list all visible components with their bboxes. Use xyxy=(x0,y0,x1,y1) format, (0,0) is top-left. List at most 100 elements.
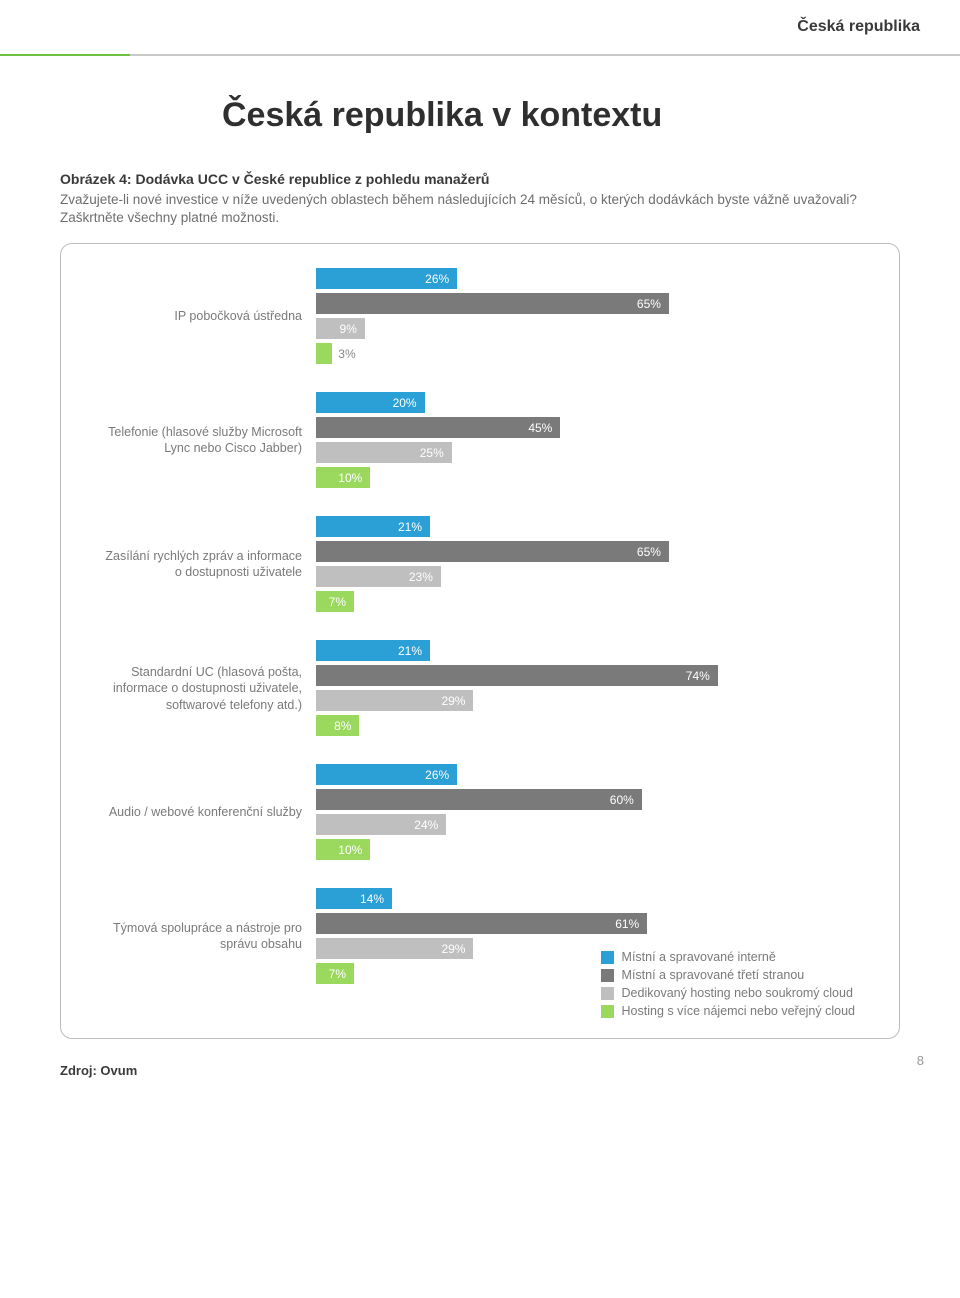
bar-value-label: 21% xyxy=(398,644,422,658)
bar: 74% xyxy=(316,665,718,686)
bar-value-label: 8% xyxy=(334,719,351,733)
bar-value-label: 7% xyxy=(329,595,346,609)
legend: Místní a spravované interně Místní a spra… xyxy=(601,946,855,1018)
page-title: Česká republika v kontextu xyxy=(222,96,960,135)
bar: 10% xyxy=(316,467,370,488)
bar-value-label: 24% xyxy=(414,818,438,832)
legend-item: Hosting s více nájemci nebo veřejný clou… xyxy=(601,1004,855,1018)
bar: 65% xyxy=(316,541,669,562)
category-label: Audio / webové konferenční služby xyxy=(101,764,316,860)
bar-value-label: 65% xyxy=(637,297,661,311)
legend-item: Dedikovaný hosting nebo soukromý cloud xyxy=(601,986,855,1000)
bar-row: 26% xyxy=(316,268,859,289)
bar-row: 3% xyxy=(316,343,859,364)
bar: 26% xyxy=(316,268,457,289)
bar: 29% xyxy=(316,690,473,711)
bar-row: 20% xyxy=(316,392,859,413)
bar-value-label: 65% xyxy=(637,545,661,559)
legend-label: Dedikovaný hosting nebo soukromý cloud xyxy=(622,986,853,1000)
bar-row: 9% xyxy=(316,318,859,339)
bar xyxy=(316,343,332,364)
legend-swatch xyxy=(601,1005,614,1018)
bar-row: 10% xyxy=(316,839,859,860)
bar-value-label: 29% xyxy=(441,942,465,956)
legend-swatch xyxy=(601,969,614,982)
bar: 61% xyxy=(316,913,647,934)
bar-value-label: 3% xyxy=(338,343,355,364)
category-label: IP pobočková ústředna xyxy=(101,268,316,364)
bar: 21% xyxy=(316,640,430,661)
bar: 60% xyxy=(316,789,642,810)
bar-value-label: 74% xyxy=(686,669,710,683)
bar-value-label: 10% xyxy=(338,471,362,485)
bar-row: 61% xyxy=(316,913,859,934)
bar-group: 21% 65% 23% 7% xyxy=(316,516,859,612)
bar-row: 21% xyxy=(316,516,859,537)
category-label: Standardní UC (hlasová pošta, informace … xyxy=(101,640,316,736)
bar-value-label: 45% xyxy=(528,421,552,435)
bar-row: 74% xyxy=(316,665,859,686)
bar-row: 29% xyxy=(316,690,859,711)
figure-subcaption: Zvažujete-li nové investice v níže uvede… xyxy=(60,191,900,227)
bar: 45% xyxy=(316,417,560,438)
bar-value-label: 7% xyxy=(329,967,346,981)
category-label: Zasílání rychlých zpráv a informace o do… xyxy=(101,516,316,612)
bar-row: 21% xyxy=(316,640,859,661)
bar-row: 26% xyxy=(316,764,859,785)
bar: 7% xyxy=(316,963,354,984)
bar-row: 25% xyxy=(316,442,859,463)
legend-swatch xyxy=(601,987,614,1000)
bar: 10% xyxy=(316,839,370,860)
header-underline xyxy=(0,42,960,68)
bar-row: 8% xyxy=(316,715,859,736)
bar-row: 65% xyxy=(316,541,859,562)
chart-group: Telefonie (hlasové služby Microsoft Lync… xyxy=(101,392,859,488)
category-label: Telefonie (hlasové služby Microsoft Lync… xyxy=(101,392,316,488)
legend-label: Hosting s více nájemci nebo veřejný clou… xyxy=(622,1004,855,1018)
bar-row: 24% xyxy=(316,814,859,835)
bar: 8% xyxy=(316,715,359,736)
header-country: Česká republika xyxy=(0,0,960,36)
bar-value-label: 25% xyxy=(420,446,444,460)
bar-value-label: 10% xyxy=(338,843,362,857)
bar-chart: IP pobočková ústředna 26% 65% 9% 3% Telefonie… xyxy=(60,243,900,1039)
chart-group: Standardní UC (hlasová pošta, informace … xyxy=(101,640,859,736)
bar: 9% xyxy=(316,318,365,339)
page-number: 8 xyxy=(917,1053,924,1068)
bar-row: 23% xyxy=(316,566,859,587)
bar-group: 21% 74% 29% 8% xyxy=(316,640,859,736)
legend-item: Místní a spravované třetí stranou xyxy=(601,968,855,982)
chart-group: Zasílání rychlých zpráv a informace o do… xyxy=(101,516,859,612)
bar-value-label: 20% xyxy=(393,396,417,410)
bar-group: 26% 65% 9% 3% xyxy=(316,268,859,364)
legend-label: Místní a spravované interně xyxy=(622,950,776,964)
bar: 14% xyxy=(316,888,392,909)
bar-value-label: 26% xyxy=(425,768,449,782)
legend-swatch xyxy=(601,951,614,964)
bar: 26% xyxy=(316,764,457,785)
bar: 20% xyxy=(316,392,425,413)
bar-row: 10% xyxy=(316,467,859,488)
chart-group: Audio / webové konferenční služby26%60%2… xyxy=(101,764,859,860)
bar-group: 20% 45% 25% 10% xyxy=(316,392,859,488)
bar: 25% xyxy=(316,442,452,463)
bar-row: 60% xyxy=(316,789,859,810)
category-label: Týmová spolupráce a nástroje pro správu … xyxy=(101,888,316,984)
bar: 24% xyxy=(316,814,446,835)
legend-item: Místní a spravované interně xyxy=(601,950,855,964)
bar-group: 26% 60% 24% 10% xyxy=(316,764,859,860)
figure-caption: Obrázek 4: Dodávka UCC v České republice… xyxy=(60,171,900,187)
bar: 29% xyxy=(316,938,473,959)
chart-group: IP pobočková ústředna 26% 65% 9% 3% xyxy=(101,268,859,364)
bar: 7% xyxy=(316,591,354,612)
bar-value-label: 29% xyxy=(441,694,465,708)
bar-row: 14% xyxy=(316,888,859,909)
legend-label: Místní a spravované třetí stranou xyxy=(622,968,805,982)
bar-row: 45% xyxy=(316,417,859,438)
bar-value-label: 60% xyxy=(610,793,634,807)
bar-row: 7% xyxy=(316,591,859,612)
bar-value-label: 26% xyxy=(425,272,449,286)
bar: 65% xyxy=(316,293,669,314)
bar-value-label: 21% xyxy=(398,520,422,534)
bar: 23% xyxy=(316,566,441,587)
